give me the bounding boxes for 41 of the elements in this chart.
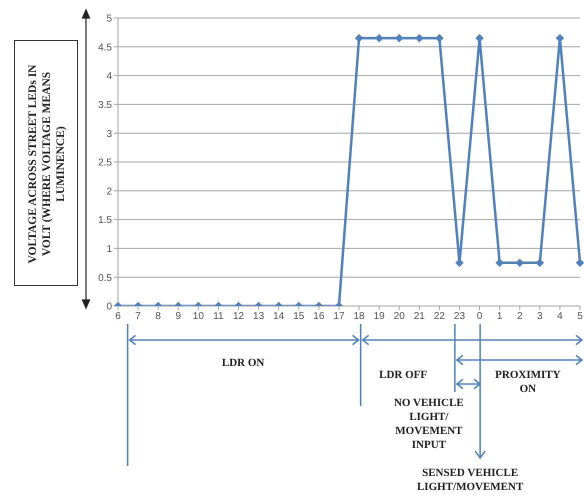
- x-tick-label: 3: [537, 311, 544, 322]
- y-tick-label: 4: [106, 71, 112, 82]
- y-tick-label: 0: [106, 302, 112, 313]
- x-tick-label: 19: [374, 311, 386, 322]
- x-tick-label: 6: [115, 311, 122, 322]
- y-tick-label: 3.5: [98, 100, 112, 111]
- x-tick-label: 2: [516, 311, 523, 322]
- x-tick-label: 18: [353, 311, 366, 322]
- text: LDR ON: [220, 356, 266, 370]
- y-tick-label: 1: [106, 244, 112, 255]
- text: PROXIMITY ON: [494, 368, 562, 396]
- x-tick-label: 22: [434, 311, 446, 322]
- text: SENSED VEHICLE LIGHT/MOVEMENT: [416, 466, 524, 494]
- x-tick-label: 12: [232, 311, 245, 322]
- y-tick-label: 3: [106, 128, 112, 140]
- x-tick-label: 9: [175, 311, 182, 322]
- x-tick-label: 4: [557, 311, 564, 322]
- x-tick-label: 11: [213, 311, 224, 322]
- x-tick-label: 5: [577, 311, 584, 322]
- x-tick-label: 17: [333, 311, 345, 322]
- x-tick-label: 10: [192, 311, 204, 322]
- y-tick-label: 5: [106, 14, 112, 25]
- x-tick-label: 15: [293, 311, 305, 322]
- text: NO VEHICLE LIGHT/ MOVEMENT INPUT: [392, 396, 465, 452]
- text: LDR OFF: [378, 368, 428, 382]
- y-tick-label: 1.5: [98, 215, 112, 226]
- y-tick-label: 0.5: [98, 272, 112, 284]
- x-tick-label: 8: [155, 311, 162, 322]
- label-box: VOLTAGE ACROSS STREET LEDs IN VOLT (WHERE VOLTAGE MEANS LUMINENCE): [14, 40, 78, 286]
- y-tick-label: 4.5: [98, 42, 112, 54]
- x-tick-label: 7: [135, 311, 142, 322]
- x-tick-label: 16: [313, 311, 325, 322]
- x-tick-label: 14: [273, 311, 285, 322]
- x-tick-label: 20: [394, 311, 406, 322]
- x-tick-label: 0: [476, 311, 483, 322]
- x-tick-label: 21: [414, 311, 426, 322]
- x-tick-label: 13: [253, 311, 265, 322]
- y-tick-label: 2.5: [98, 158, 112, 169]
- x-tick-label: 23: [454, 311, 466, 322]
- y-tick-label: 2: [106, 186, 112, 198]
- x-tick-label: 1: [496, 311, 503, 322]
